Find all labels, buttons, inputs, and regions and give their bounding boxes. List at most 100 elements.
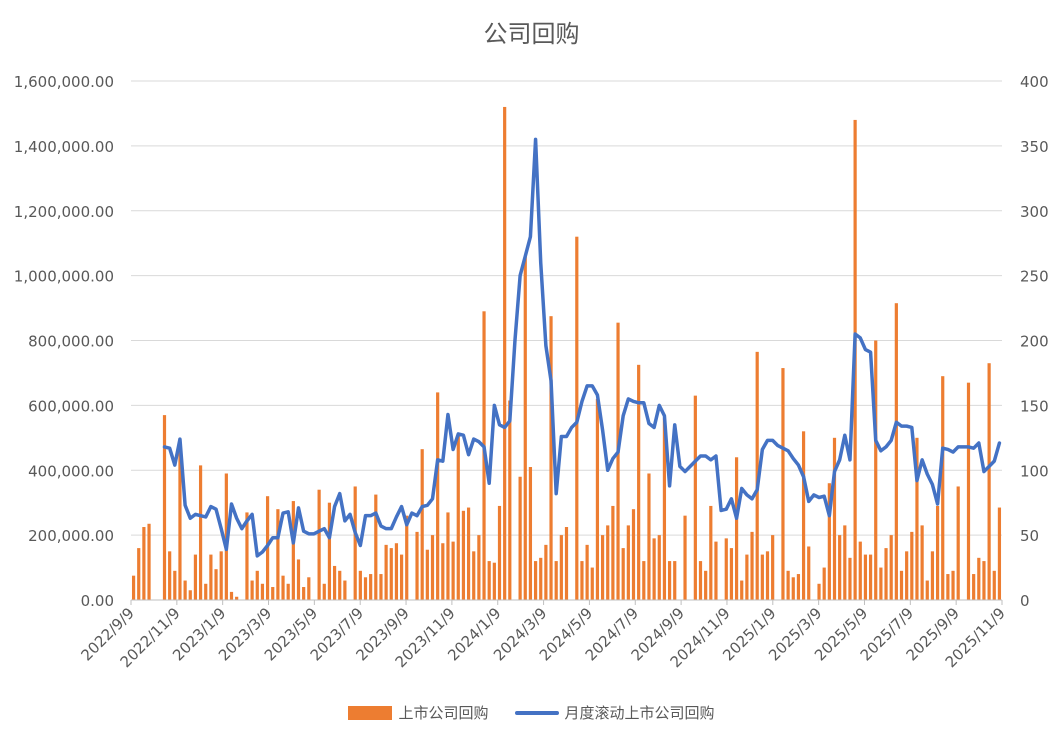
bar [379, 574, 383, 600]
bar [874, 340, 878, 600]
bar [436, 392, 440, 600]
bar [590, 567, 594, 600]
bar [276, 509, 280, 600]
bar [317, 489, 321, 600]
bar [580, 561, 584, 600]
legend-label-bars: 上市公司回购 [398, 704, 489, 722]
bar [193, 554, 198, 600]
bar [915, 437, 919, 600]
bar [420, 449, 424, 600]
bar [286, 583, 290, 600]
y-left-tick-label: 400,000.00 [28, 462, 114, 480]
bar [137, 548, 141, 600]
bar [168, 551, 172, 600]
bar [327, 502, 332, 600]
bar [606, 525, 610, 600]
bar [709, 505, 713, 600]
bar [832, 437, 837, 600]
y-left-tick-label: 1,000,000.00 [14, 268, 114, 286]
bar [698, 561, 703, 600]
bar [631, 509, 636, 600]
bar [255, 570, 259, 600]
bar [235, 596, 239, 600]
bar [302, 587, 306, 600]
bar [451, 541, 455, 600]
bar [884, 548, 888, 600]
bar [595, 398, 600, 600]
y-left-tick-label: 1,200,000.00 [14, 203, 114, 221]
y-left-tick-label: 0.00 [81, 592, 114, 610]
bar [358, 570, 362, 600]
bar [982, 561, 986, 600]
bar [204, 583, 208, 600]
bar [559, 535, 563, 601]
bar [951, 570, 955, 600]
bar [281, 575, 285, 600]
bar [492, 562, 496, 600]
y-right-tick-label: 400 [1020, 73, 1049, 91]
legend: 上市公司回购 月度滚动上市公司回购 [0, 702, 1063, 723]
bar [910, 531, 914, 600]
legend-item-bars: 上市公司回购 [348, 702, 489, 723]
bar [338, 570, 342, 600]
bar [673, 561, 677, 600]
bar [637, 364, 641, 600]
bar [611, 505, 615, 600]
bar [405, 515, 409, 600]
bar [198, 465, 203, 600]
bar [260, 583, 265, 600]
bar [786, 570, 790, 600]
y-right-tick-label: 250 [1020, 268, 1049, 286]
bar [477, 535, 481, 601]
legend-item-line: 月度滚动上市公司回购 [514, 702, 715, 723]
y-right-tick-label: 0 [1020, 592, 1030, 610]
bar [765, 551, 770, 600]
bar [544, 544, 548, 600]
bar [827, 483, 831, 600]
y-right-tick-label: 200 [1020, 333, 1049, 351]
bar [446, 512, 450, 600]
bar [162, 415, 167, 600]
bar [394, 543, 399, 600]
y-left-tick-label: 1,600,000.00 [14, 73, 114, 91]
bar [456, 434, 460, 600]
bar [322, 583, 326, 600]
bar [894, 303, 898, 600]
y-right-tick-label: 350 [1020, 138, 1049, 156]
bar [652, 538, 656, 600]
bar [760, 554, 764, 600]
bar [693, 395, 697, 600]
bar [843, 525, 847, 600]
y-right-tick-label: 150 [1020, 397, 1049, 415]
bar [858, 541, 862, 600]
bar [796, 574, 801, 600]
bar [250, 580, 254, 600]
bar [791, 577, 795, 600]
bar [848, 557, 852, 600]
bar [332, 565, 337, 600]
series-line [162, 137, 1002, 558]
bar [147, 523, 151, 600]
bar [935, 505, 940, 600]
legend-swatch-bar [348, 705, 393, 720]
bar [863, 554, 868, 600]
bar [925, 580, 929, 600]
bar [750, 531, 754, 600]
bar [539, 557, 543, 600]
bar [817, 583, 821, 600]
bar [466, 507, 471, 600]
bar [564, 527, 569, 600]
bar [245, 512, 249, 600]
chart-title: 公司回购 [483, 20, 580, 48]
bar [523, 256, 527, 600]
bar [503, 106, 507, 600]
bar [992, 570, 996, 600]
line-series [162, 137, 1002, 558]
bar [647, 473, 651, 600]
bar [142, 527, 146, 600]
bar [755, 351, 759, 600]
y-left-tick-label: 200,000.00 [28, 527, 114, 545]
bar [369, 574, 373, 600]
bar [734, 457, 739, 600]
